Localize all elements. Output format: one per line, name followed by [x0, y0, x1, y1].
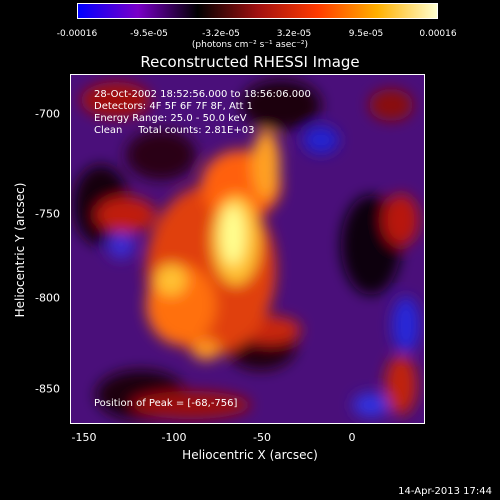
clean-counts-text: Clean Total counts: 2.81E+03 [94, 125, 255, 136]
colorbar-tick: -3.2e-05 [202, 29, 240, 39]
colorbar-tick: 9.5e-05 [348, 29, 384, 39]
colorbar-tick: 0.00016 [419, 29, 457, 39]
x-tick-label: -150 [71, 431, 97, 444]
colorbar-tick: 3.2e-05 [276, 29, 312, 39]
x-tick-label: 0 [348, 431, 356, 444]
image-map [71, 75, 424, 423]
y-axis-label: Heliocentric Y (arcsec) [13, 182, 27, 318]
colorbar-units: (photons cm⁻² s⁻¹ asec⁻²) [191, 40, 309, 50]
y-tick-label: -800 [35, 291, 60, 305]
x-tick-label: -50 [253, 431, 271, 444]
detectors-text: Detectors: 4F 5F 6F 7F 8F, Att 1 [94, 101, 254, 112]
timestamp: 14-Apr-2013 17:44 [398, 486, 492, 497]
colorbar-tick: -9.5e-05 [130, 29, 168, 39]
image-plot [70, 74, 425, 424]
x-tick-label: -100 [161, 431, 187, 444]
observation-annotations: 28-Oct-2002 18:52:56.000 to 18:56:06.000… [94, 89, 311, 137]
y-tick-label: -700 [35, 107, 60, 121]
peak-position-text: Position of Peak = [-68,-756] [94, 398, 238, 409]
y-tick-label: -750 [35, 207, 60, 221]
energy-range-text: Energy Range: 25.0 - 50.0 keV [94, 113, 247, 124]
plot-title: Reconstructed RHESSI Image [140, 53, 360, 71]
colorbar [77, 3, 438, 19]
y-tick-label: -850 [35, 382, 60, 396]
colorbar-tick: -0.00016 [56, 29, 98, 39]
time-range-text: 28-Oct-2002 18:52:56.000 to 18:56:06.000 [94, 89, 311, 100]
x-axis-label: Heliocentric X (arcsec) [182, 448, 318, 462]
intensity-blobs [73, 80, 420, 420]
